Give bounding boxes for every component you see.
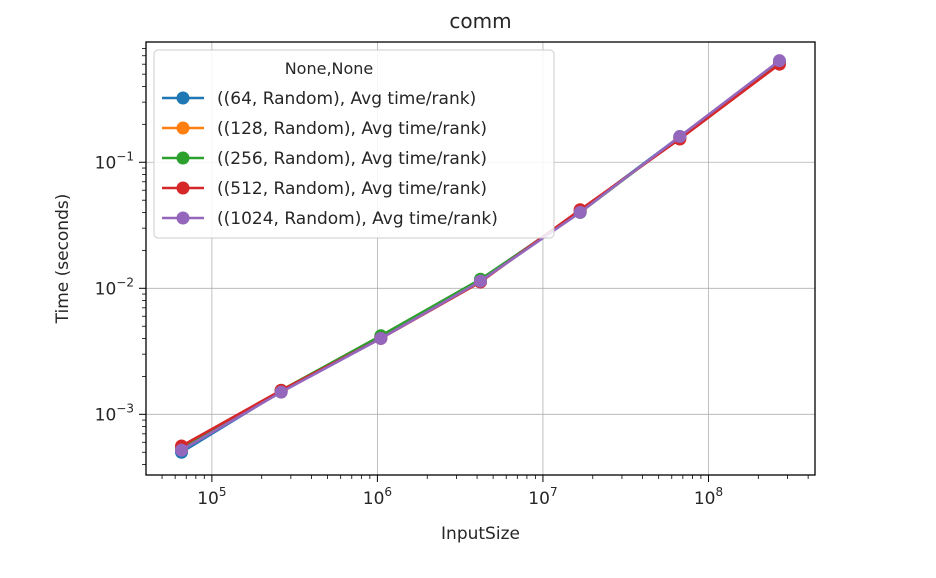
data-point bbox=[274, 385, 288, 399]
y-tick-label-exp: −2 bbox=[116, 275, 134, 289]
x-tick-label-base: 10 bbox=[363, 489, 385, 509]
x-axis-label: InputSize bbox=[441, 524, 520, 544]
data-point bbox=[573, 205, 587, 219]
x-tick-label: 106 bbox=[363, 485, 392, 509]
legend-label: ((64, Random), Avg time/rank) bbox=[217, 89, 476, 109]
legend-swatch-marker bbox=[176, 181, 190, 195]
x-tick-label-exp: 7 bbox=[550, 485, 558, 499]
x-tick-label-base: 10 bbox=[197, 489, 219, 509]
x-tick-label: 105 bbox=[197, 485, 226, 509]
legend-entries: ((64, Random), Avg time/rank) ((128, Rand… bbox=[162, 89, 498, 229]
y-tick-label-base: 10 bbox=[95, 279, 117, 299]
legend-label: ((1024, Random), Avg time/rank) bbox=[217, 209, 498, 229]
legend-label: ((512, Random), Avg time/rank) bbox=[217, 179, 487, 199]
y-tick-label-exp: −3 bbox=[116, 401, 134, 415]
legend-entry: ((64, Random), Avg time/rank) bbox=[162, 89, 476, 109]
y-axis-label: Time (seconds) bbox=[53, 194, 73, 325]
x-tick-label-exp: 6 bbox=[384, 485, 392, 499]
legend-entry: ((128, Random), Avg time/rank) bbox=[162, 119, 487, 139]
y-tick-label-exp: −1 bbox=[116, 149, 134, 163]
y-tick-label-base: 10 bbox=[95, 153, 117, 173]
data-point bbox=[772, 54, 786, 68]
x-tick-label: 108 bbox=[694, 485, 723, 509]
data-point bbox=[174, 443, 188, 457]
legend-swatch-marker bbox=[176, 91, 190, 105]
y-tick-label: 10−3 bbox=[95, 401, 134, 425]
data-point bbox=[673, 130, 687, 144]
y-tick-label-base: 10 bbox=[95, 405, 117, 425]
legend-label: ((256, Random), Avg time/rank) bbox=[217, 149, 487, 169]
legend-swatch-marker bbox=[176, 211, 190, 225]
data-point bbox=[374, 331, 388, 345]
x-tick-label-exp: 5 bbox=[219, 485, 227, 499]
series-layer bbox=[174, 54, 786, 459]
legend-swatch-marker bbox=[176, 151, 190, 165]
x-tick-label: 107 bbox=[528, 485, 557, 509]
legend-label: ((128, Random), Avg time/rank) bbox=[217, 119, 487, 139]
plot-frame bbox=[145, 41, 816, 476]
x-tick-label-base: 10 bbox=[694, 489, 716, 509]
chart-title: comm bbox=[449, 9, 511, 33]
legend-title: None,None bbox=[285, 59, 374, 78]
x-tick-label-base: 10 bbox=[528, 489, 550, 509]
legend-swatch-marker bbox=[176, 121, 190, 135]
y-tick-label: 10−1 bbox=[95, 149, 134, 173]
legend-entry: ((1024, Random), Avg time/rank) bbox=[162, 209, 498, 229]
legend-box bbox=[153, 49, 555, 239]
series-4 bbox=[174, 54, 786, 457]
x-tick-label-exp: 8 bbox=[715, 485, 723, 499]
legend: None,None ((64, Random), Avg time/rank)(… bbox=[153, 49, 555, 239]
legend-entry: ((512, Random), Avg time/rank) bbox=[162, 179, 487, 199]
y-tick-label: 10−2 bbox=[95, 275, 134, 299]
legend-entry: ((256, Random), Avg time/rank) bbox=[162, 149, 487, 169]
data-point bbox=[473, 274, 487, 288]
